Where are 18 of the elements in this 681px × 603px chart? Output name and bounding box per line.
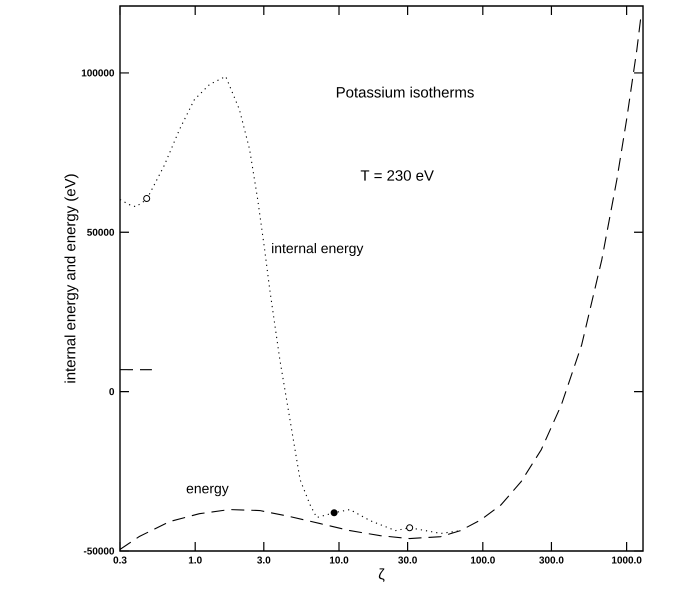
series-label: energy bbox=[186, 486, 229, 496]
y-tick-label: 0 bbox=[109, 388, 114, 396]
y-tick-label: -50000 bbox=[84, 547, 114, 555]
x-tick-label: 300.0 bbox=[539, 556, 564, 564]
x-tick-label: 0.3 bbox=[113, 556, 127, 564]
x-axis-title: ζ bbox=[378, 568, 385, 582]
text: Potassium isotherms bbox=[336, 86, 474, 98]
x-tick-label: 100.0 bbox=[470, 556, 495, 564]
x-tick-label: 1000.0 bbox=[612, 556, 642, 564]
x-tick-label: 3.0 bbox=[257, 556, 270, 564]
y-axis-title: internal energy and energy (eV) bbox=[64, 174, 78, 383]
x-tick-label: 30.0 bbox=[398, 556, 417, 564]
y-tick-label: 100000 bbox=[82, 69, 114, 76]
x-tick-label: 1.0 bbox=[188, 556, 202, 564]
series-label: internal energy bbox=[272, 242, 364, 256]
x-tick-label: 10.0 bbox=[330, 556, 348, 564]
y-tick-label: 50000 bbox=[87, 228, 114, 236]
annotation: T = 230 eV bbox=[360, 170, 434, 181]
